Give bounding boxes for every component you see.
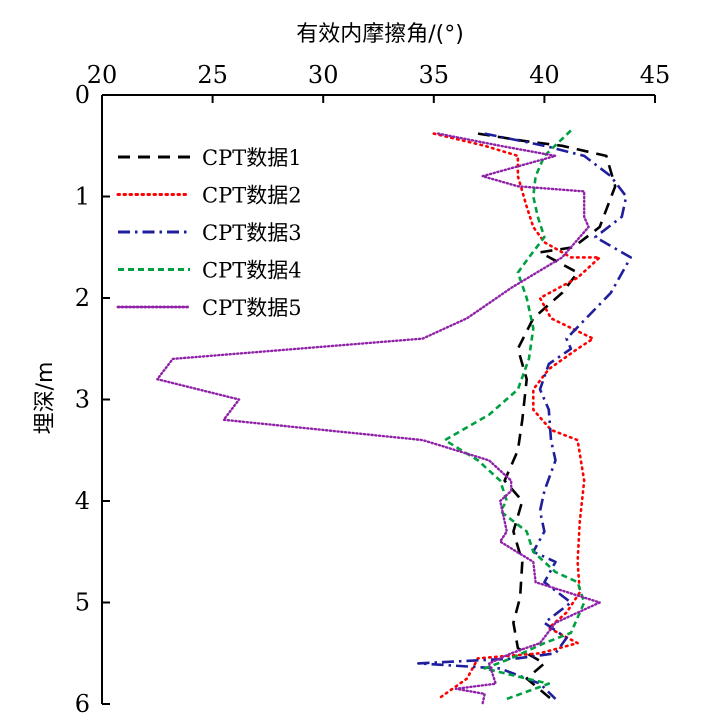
x-tick-label: 40	[529, 61, 560, 89]
y-tick-label: 5	[75, 589, 90, 617]
y-tick-label: 0	[75, 81, 90, 109]
x-tick-label: 30	[308, 61, 339, 89]
series-line-3	[417, 132, 632, 700]
series-layer	[156, 129, 632, 706]
x-tick-label: 25	[197, 61, 228, 89]
legend-label-5: CPT数据5	[202, 296, 302, 320]
legend-label-3: CPT数据3	[202, 221, 302, 245]
x-tick-label: 35	[419, 61, 450, 89]
y-tick-label: 4	[75, 487, 90, 515]
y-tick-label: 1	[75, 183, 90, 211]
y-axis-title: 埋深/m	[33, 362, 58, 435]
legend-label-1: CPT数据1	[202, 146, 302, 170]
legend: CPT数据1 CPT数据2 CPT数据3 CPT数据4 CPT数据5	[116, 146, 302, 320]
y-tick-label: 2	[75, 284, 90, 312]
series-line-5	[156, 132, 601, 706]
x-axis-title: 有效内摩擦角/(°)	[296, 22, 464, 47]
x-tick-label: 45	[640, 61, 671, 89]
series-line-2	[432, 132, 601, 701]
y-tick-label: 6	[75, 690, 90, 718]
series-line-1	[477, 132, 617, 700]
y-tick-label: 3	[75, 386, 90, 414]
series-line-4	[443, 129, 586, 701]
legend-label-2: CPT数据2	[202, 184, 302, 208]
x-tick-label: 20	[87, 61, 118, 89]
legend-label-4: CPT数据4	[202, 259, 302, 283]
